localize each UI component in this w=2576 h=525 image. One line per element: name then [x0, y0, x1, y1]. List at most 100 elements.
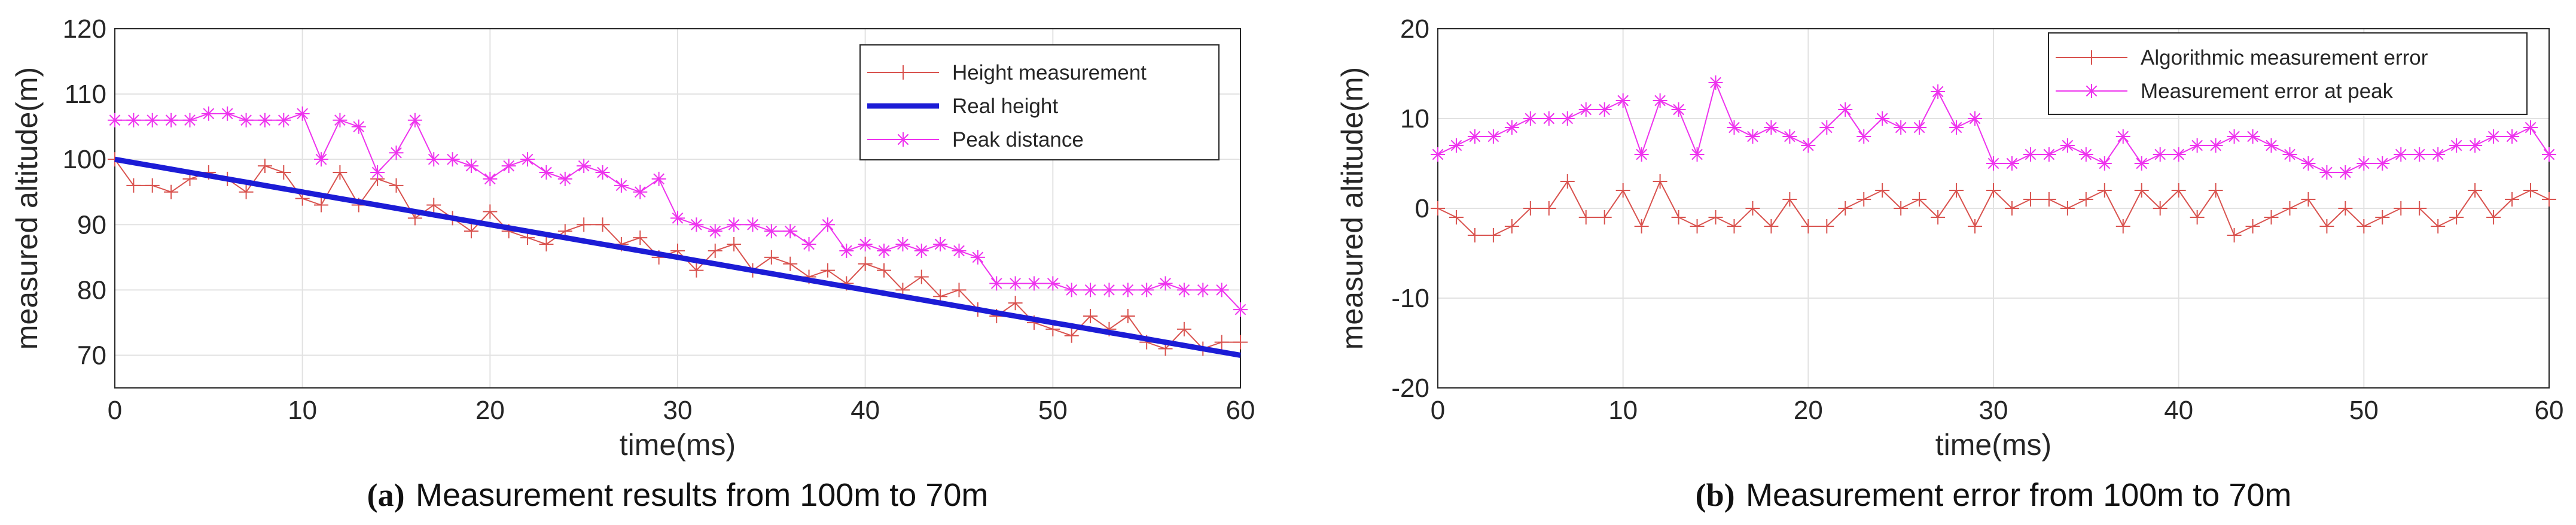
data-point — [651, 171, 666, 186]
data-point — [1968, 111, 1983, 126]
y-tick-label: 70 — [77, 341, 106, 370]
data-point — [2412, 147, 2427, 162]
legend-box-b — [2048, 32, 2528, 115]
data-point — [2505, 129, 2520, 144]
data-point — [1912, 192, 1927, 207]
data-point — [2282, 201, 2297, 216]
data-point — [1176, 321, 1191, 336]
x-tick-labels-a: 0 10 20 30 40 50 60 — [108, 396, 1255, 425]
data-point — [1764, 120, 1779, 135]
data-point — [2190, 138, 2205, 153]
data-point — [1727, 219, 1742, 233]
caption-b: (b) Measurement error from 100m to 70m — [1696, 477, 2292, 513]
data-point — [1523, 111, 1538, 126]
legend-item: Measurement error at peak — [2056, 80, 2394, 103]
data-point — [1894, 120, 1909, 135]
data-point — [1523, 201, 1538, 216]
x-tick-label: 40 — [850, 396, 880, 425]
data-point — [1560, 174, 1575, 189]
data-point — [1064, 283, 1079, 298]
data-point — [952, 283, 967, 298]
data-point — [1949, 120, 1964, 135]
series-line-algorithmic-measurement-error-markers — [1431, 174, 2556, 242]
x-tick-label: 0 — [1431, 396, 1445, 425]
data-point — [1578, 210, 1593, 224]
caption-a-text: Measurement results from 100m to 70m — [416, 477, 988, 513]
data-point — [1045, 276, 1060, 291]
data-point — [2394, 147, 2409, 162]
data-point — [2264, 210, 2279, 224]
data-point — [182, 113, 197, 128]
data-point — [577, 159, 592, 174]
data-point — [2208, 183, 2223, 198]
data-point — [295, 106, 310, 121]
legend-items-b: Algorithmic measurement error Measurement… — [2056, 46, 2428, 103]
data-point — [1214, 335, 1229, 350]
data-point — [2097, 156, 2112, 171]
data-point — [2338, 165, 2353, 180]
data-point — [483, 171, 498, 186]
data-point — [2023, 192, 2038, 207]
data-point — [839, 243, 854, 258]
data-point — [1634, 147, 1649, 162]
legend-b: Algorithmic measurement error Measurement… — [2048, 32, 2528, 115]
data-point — [783, 256, 798, 271]
data-point — [708, 224, 723, 239]
x-tick-label: 30 — [663, 396, 693, 425]
data-point — [1120, 309, 1135, 323]
data-point — [2134, 156, 2149, 171]
legend-label: Peak distance — [952, 128, 1084, 151]
data-point — [126, 178, 141, 193]
data-point — [464, 224, 478, 239]
data-point — [914, 243, 929, 258]
data-point — [2227, 228, 2242, 242]
data-point — [1931, 210, 1946, 224]
data-point — [745, 217, 760, 232]
data-point — [2004, 201, 2019, 216]
data-point — [2338, 201, 2353, 216]
data-point — [877, 263, 892, 278]
legend-item: Peak distance — [867, 128, 1084, 151]
data-point — [2319, 219, 2334, 233]
x-axis-label-a: time(ms) — [620, 428, 736, 462]
legend-label: Height measurement — [952, 61, 1147, 84]
data-point — [2468, 183, 2483, 198]
data-point — [1615, 93, 1630, 108]
data-point — [858, 237, 873, 251]
data-point — [1856, 192, 1871, 207]
y-tick-label: 0 — [1415, 194, 1429, 223]
data-point — [1233, 302, 1248, 317]
data-point — [614, 178, 629, 193]
data-point — [539, 165, 554, 180]
data-point — [2523, 183, 2538, 198]
data-point — [2542, 147, 2556, 162]
caption-b-letter: (b) — [1696, 477, 1735, 513]
y-tick-label: 110 — [65, 80, 106, 109]
data-point — [2023, 147, 2038, 162]
data-point — [520, 152, 535, 167]
caption-a-letter: (a) — [367, 477, 405, 513]
y-axis-label-b: measured altitude(m) — [1336, 67, 1369, 350]
data-point — [1782, 192, 1797, 207]
x-tick-label: 10 — [288, 396, 317, 425]
data-point — [1764, 219, 1779, 233]
data-point — [1671, 210, 1686, 224]
legend-item: Real height — [867, 95, 1058, 118]
data-point — [1690, 147, 1705, 162]
data-point — [2542, 192, 2556, 207]
data-point — [1120, 283, 1135, 298]
legend-label: Real height — [952, 95, 1058, 118]
data-point — [2412, 201, 2427, 216]
data-point — [1986, 183, 2001, 198]
y-tick-label: 120 — [63, 14, 106, 44]
data-point — [1745, 129, 1760, 144]
data-point — [1931, 84, 1946, 99]
data-point — [1597, 210, 1612, 224]
data-point — [145, 178, 160, 193]
data-point — [764, 224, 779, 239]
data-point — [1560, 111, 1575, 126]
data-point — [1690, 219, 1705, 233]
data-point — [1912, 120, 1927, 135]
data-point — [1838, 201, 1853, 216]
data-point — [1653, 174, 1667, 189]
